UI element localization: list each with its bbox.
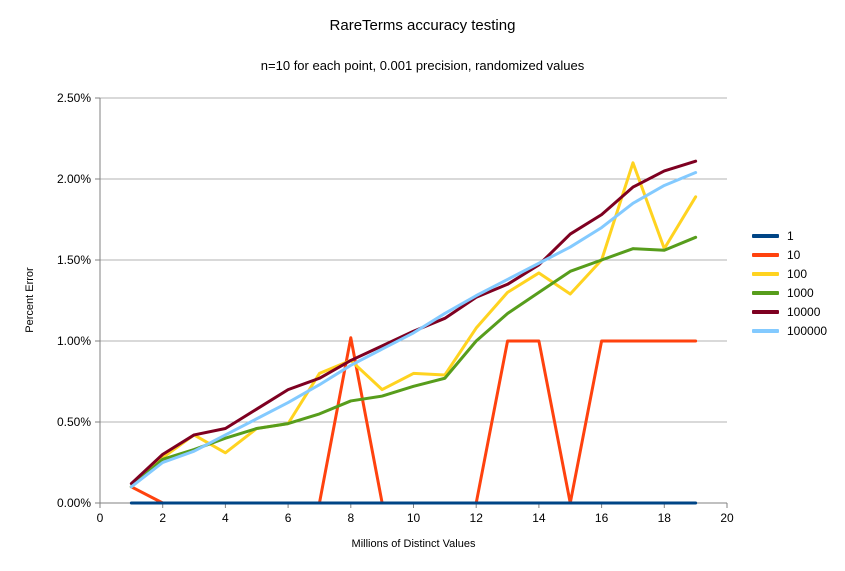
x-tick-label: 10 (407, 511, 421, 525)
y-tick-label: 2.50% (57, 91, 91, 105)
legend-label-10000: 10000 (787, 305, 821, 319)
legend-item-10: 10 (752, 249, 827, 261)
x-tick-label: 12 (470, 511, 484, 525)
legend-swatch-1000 (752, 291, 779, 295)
legend-label-1: 1 (787, 229, 794, 243)
series-line-10000 (129, 159, 698, 486)
y-tick-label: 1.50% (57, 253, 91, 267)
y-tick-label: 2.00% (57, 172, 91, 186)
legend-label-1000: 1000 (787, 286, 814, 300)
legend-swatch-100 (752, 272, 779, 276)
legend-item-1000: 1000 (752, 287, 827, 299)
x-tick-label: 14 (532, 511, 546, 525)
series-line-10 (129, 336, 698, 505)
x-tick-label: 16 (595, 511, 609, 525)
legend-item-100: 100 (752, 268, 827, 280)
series-line-1000 (129, 235, 698, 489)
legend-swatch-1 (752, 234, 779, 238)
legend-item-1: 1 (752, 230, 827, 242)
chart-title: RareTerms accuracy testing (329, 17, 516, 34)
x-tick-label: 18 (658, 511, 672, 525)
legend: 1 10 100 1000 10000 100000 (752, 230, 827, 337)
series-line-100000 (129, 171, 698, 489)
legend-label-10: 10 (787, 248, 801, 262)
x-tick-label: 4 (222, 511, 229, 525)
x-tick-label: 2 (159, 511, 166, 525)
legend-item-10000: 10000 (752, 306, 827, 318)
legend-swatch-10 (752, 253, 779, 257)
y-tick-label: 0.50% (57, 415, 91, 429)
legend-swatch-10000 (752, 310, 779, 314)
y-tick-label: 0.00% (57, 496, 91, 510)
x-tick-label: 0 (97, 511, 104, 525)
x-axis-title: Millions of Distinct Values (351, 538, 476, 550)
legend-swatch-100000 (752, 329, 779, 333)
x-tick-label: 8 (347, 511, 354, 525)
legend-item-100000: 100000 (752, 325, 827, 337)
chart-subtitle: n=10 for each point, 0.001 precision, ra… (260, 58, 585, 73)
legend-label-100: 100 (787, 267, 808, 281)
legend-label-100000: 100000 (787, 324, 828, 338)
x-tick-label: 20 (720, 511, 734, 525)
y-tick-label: 1.00% (57, 334, 91, 348)
x-tick-label: 6 (285, 511, 292, 525)
